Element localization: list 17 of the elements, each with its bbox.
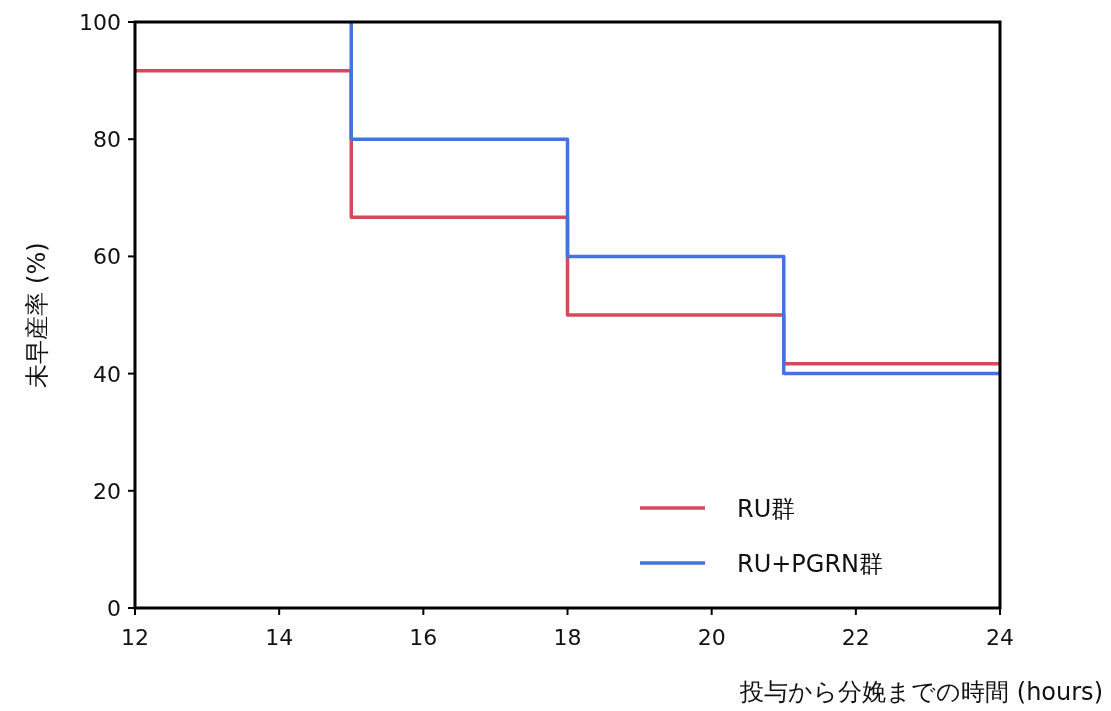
y-tick-label: 40 bbox=[93, 361, 121, 387]
x-tick-label: 22 bbox=[841, 625, 870, 650]
y-tick-label: 0 bbox=[107, 596, 121, 621]
legend-label: RU+PGRN群 bbox=[737, 550, 884, 578]
y-axis-title: 未早産率 (%) bbox=[23, 242, 51, 388]
y-tick-label: 80 bbox=[93, 127, 121, 153]
y-tick-label: 60 bbox=[93, 244, 121, 270]
legend-label: RU群 bbox=[737, 495, 796, 523]
x-tick-label: 16 bbox=[409, 625, 438, 650]
x-tick-label: 20 bbox=[697, 625, 726, 650]
y-tick-label: 100 bbox=[79, 10, 121, 35]
x-tick-label: 18 bbox=[553, 625, 582, 650]
x-axis-title: 投与から分娩までの時間 (hours) bbox=[739, 678, 1103, 706]
x-tick-label: 12 bbox=[121, 625, 149, 650]
y-tick-label: 20 bbox=[93, 478, 121, 504]
x-tick-label: 14 bbox=[265, 625, 294, 650]
x-tick-label: 24 bbox=[986, 625, 1014, 650]
